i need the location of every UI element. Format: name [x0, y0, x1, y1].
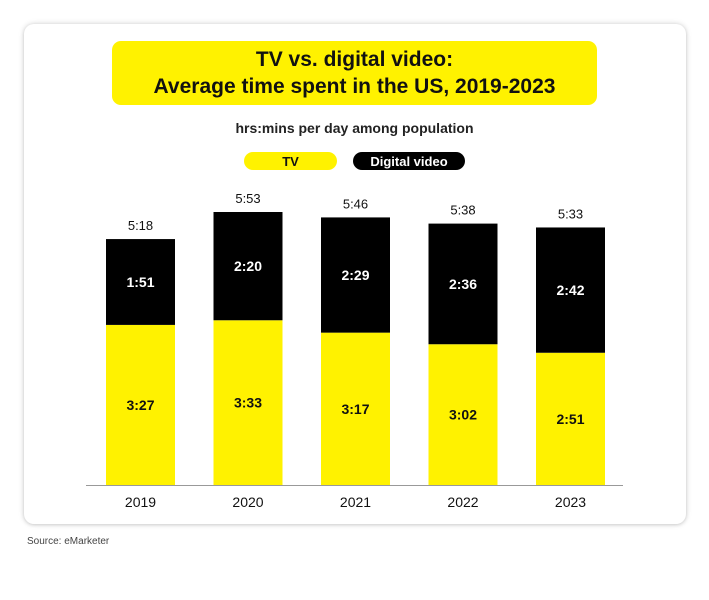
bar-digital-video-2019 — [106, 239, 175, 325]
total-label-2019: 5:18 — [128, 218, 153, 233]
bar-digital-video-2020 — [213, 212, 283, 321]
chart-title-line-2: Average time spent in the US, 2019-2023 — [153, 75, 556, 98]
bar-digital-video-2021 — [321, 217, 390, 333]
data-label-digital-video-2022: 2:36 — [449, 276, 477, 292]
x-tick-label-2021: 2021 — [340, 494, 371, 510]
total-label-2023: 5:33 — [558, 206, 583, 221]
x-tick-label-2022: 2022 — [447, 494, 478, 510]
total-label-2021: 5:46 — [343, 196, 368, 211]
data-label-tv-2019: 3:27 — [126, 397, 154, 413]
data-label-digital-video-2020: 2:20 — [234, 258, 262, 274]
bar-tv-2019 — [106, 324, 175, 485]
bar-digital-video-2022 — [428, 223, 498, 345]
total-label-2022: 5:38 — [450, 203, 475, 218]
x-tick-label-2020: 2020 — [232, 494, 263, 510]
legend-item-tv: TV — [244, 152, 337, 170]
chart-title: TV vs. digital video: Average time spent… — [112, 41, 597, 105]
data-label-digital-video-2019: 1:51 — [126, 274, 154, 290]
legend-item-digital-video: Digital video — [353, 152, 465, 170]
data-label-digital-video-2021: 2:29 — [341, 267, 369, 283]
data-label-digital-video-2023: 2:42 — [556, 282, 584, 298]
bar-tv-2021 — [321, 332, 390, 485]
data-label-tv-2020: 3:33 — [234, 395, 262, 411]
total-label-2020: 5:53 — [235, 191, 260, 206]
bar-tv-2020 — [213, 320, 283, 485]
x-tick-label-2019: 2019 — [125, 494, 156, 510]
bar-digital-video-2023 — [536, 227, 605, 353]
x-tick-label-2023: 2023 — [555, 494, 586, 510]
chart-subtitle: hrs:mins per day among population — [235, 120, 474, 136]
chart-title-line-1: TV vs. digital video: — [255, 48, 454, 71]
bar-tv-2023 — [536, 352, 605, 485]
bar-tv-2022 — [428, 344, 498, 485]
data-label-tv-2022: 3:02 — [449, 407, 477, 423]
data-label-tv-2021: 3:17 — [341, 401, 369, 417]
data-label-tv-2023: 2:51 — [556, 411, 584, 427]
source-note: Source: eMarketer — [27, 536, 110, 547]
